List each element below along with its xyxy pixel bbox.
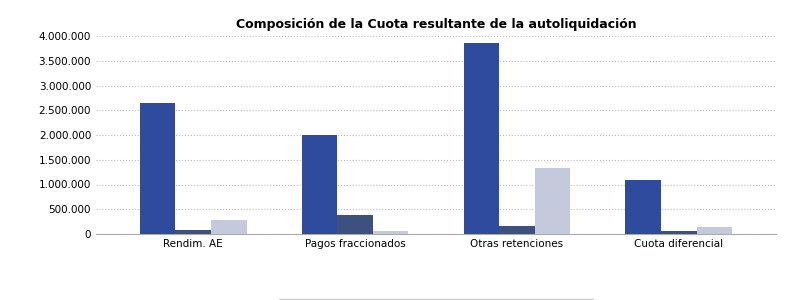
Bar (302, 135, 338, 234)
Bar (463, 44, 499, 234)
Bar (211, 220, 246, 234)
Bar (499, 226, 534, 234)
Bar (140, 103, 175, 234)
Bar (175, 230, 211, 234)
Bar (626, 179, 661, 234)
Title: Composición de la Cuota resultante de la autoliquidación: Composición de la Cuota resultante de la… (236, 18, 636, 31)
Bar (534, 168, 570, 234)
Legend: Directa, Objetiva no agrícola, Objetiva agrícola: Directa, Objetiva no agrícola, Objetiva … (278, 298, 594, 300)
Bar (338, 215, 373, 234)
Bar (697, 227, 732, 234)
Bar (661, 231, 697, 234)
Bar (373, 231, 409, 234)
